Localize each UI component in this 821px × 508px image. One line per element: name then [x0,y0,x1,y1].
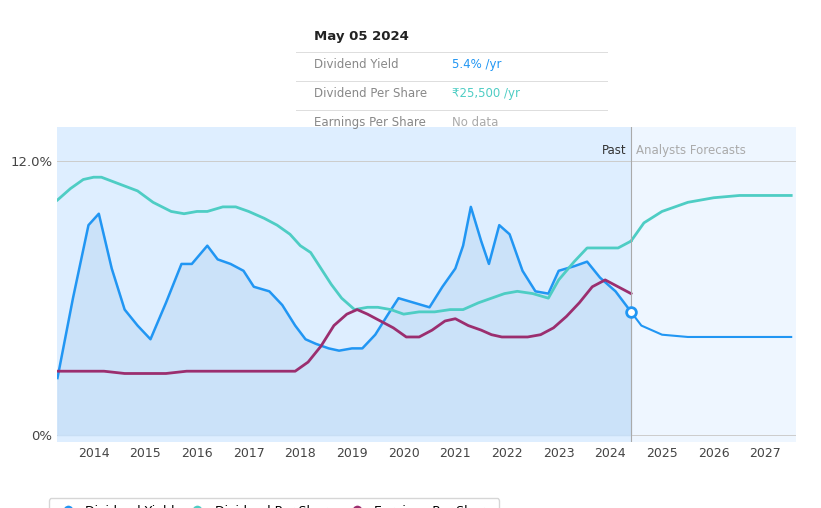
Text: No data: No data [452,116,498,129]
Text: Analysts Forecasts: Analysts Forecasts [636,144,746,156]
Text: May 05 2024: May 05 2024 [314,30,409,43]
Text: ₹25,500 /yr: ₹25,500 /yr [452,87,520,100]
Text: Dividend Per Share: Dividend Per Share [314,87,428,100]
Text: Past: Past [603,144,627,156]
Bar [631,127,796,442]
Text: Dividend Yield: Dividend Yield [314,57,399,71]
Legend: Dividend Yield, Dividend Per Share, Earnings Per Share: Dividend Yield, Dividend Per Share, Earn… [49,498,499,508]
Bar [57,127,631,442]
Text: Earnings Per Share: Earnings Per Share [314,116,426,129]
Text: 5.4% /yr: 5.4% /yr [452,57,501,71]
